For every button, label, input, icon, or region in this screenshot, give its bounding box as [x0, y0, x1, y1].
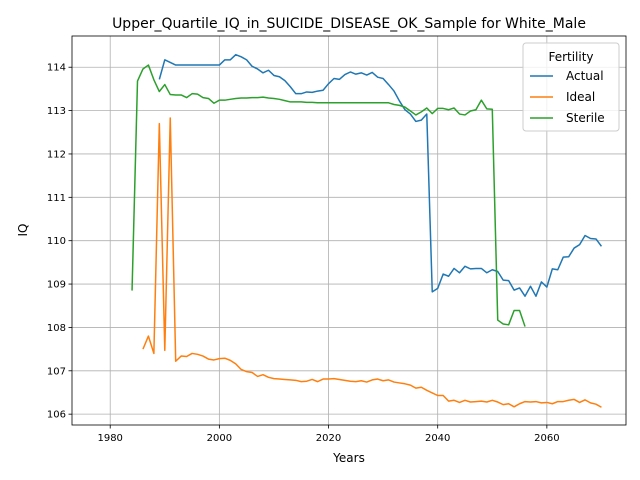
- y-tick-label: 106: [47, 410, 66, 421]
- legend-items: Actual Ideal Sterile: [530, 69, 605, 125]
- plot-frame: [71, 35, 627, 426]
- legend: Fertility Actual Ideal Sterile: [522, 42, 620, 132]
- chart-title: Upper_Quartile_IQ_in_SUICIDE_DISEASE_OK_…: [112, 16, 586, 32]
- x-axis-label: Years: [332, 451, 365, 465]
- series-line-actual: [158, 53, 603, 297]
- x-tick-label: 2040: [425, 433, 450, 444]
- y-tick-label: 113: [47, 106, 66, 117]
- y-tick-label: 109: [47, 280, 66, 291]
- y-tick-label: 107: [47, 366, 66, 377]
- x-tick-label: 2060: [534, 433, 559, 444]
- series-layer: [131, 53, 603, 408]
- legend-title: Fertility: [548, 50, 593, 64]
- y-axis: 106 107 108 109 110 111 112 113 114: [47, 63, 72, 421]
- x-tick-label: 2000: [207, 433, 232, 444]
- series-line-sterile: [131, 64, 526, 327]
- y-tick-label: 112: [47, 149, 66, 160]
- series-line-ideal: [142, 117, 602, 408]
- legend-label-actual: Actual: [566, 69, 604, 83]
- y-axis-label: IQ: [16, 224, 30, 237]
- legend-label-sterile: Sterile: [566, 111, 605, 125]
- x-tick-label: 2020: [316, 433, 341, 444]
- x-tick-label: 1980: [97, 433, 122, 444]
- y-tick-label: 110: [47, 236, 66, 247]
- y-tick-label: 108: [47, 323, 66, 334]
- y-tick-label: 111: [47, 193, 66, 204]
- x-axis: 1980 2000 2020 2040 2060: [97, 425, 560, 444]
- legend-label-ideal: Ideal: [566, 90, 595, 104]
- legend-frame: [522, 42, 620, 132]
- y-tick-label: 114: [47, 63, 66, 74]
